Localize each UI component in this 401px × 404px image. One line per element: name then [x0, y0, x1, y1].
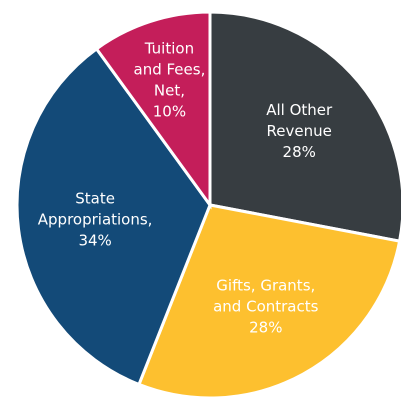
value-label: 28%	[283, 143, 316, 161]
value-label: 34%	[78, 231, 111, 249]
category-label: and Fees,	[134, 60, 206, 78]
category-label: and Contracts	[213, 297, 319, 315]
category-label: Revenue	[267, 122, 332, 140]
slice-label: All Other Revenue 28%	[266, 101, 333, 161]
pie-slice	[94, 10, 212, 210]
pie-slice	[137, 203, 401, 400]
slice-label: Gifts, Grants, and Contracts 28%	[213, 276, 319, 336]
category-label: Net,	[154, 81, 185, 99]
category-label: State	[75, 189, 115, 207]
value-label: 10%	[153, 102, 186, 120]
category-label: Gifts, Grants,	[216, 276, 315, 294]
category-label: All Other	[266, 101, 333, 119]
slice-label: State Appropriations, 34%	[38, 189, 153, 249]
value-label: 28%	[249, 318, 282, 336]
pie-slice	[15, 46, 212, 387]
slice-label: Tuition and Fees, Net, 10%	[134, 39, 206, 120]
pie-slice	[208, 10, 401, 243]
category-label: Tuition	[144, 39, 194, 57]
category-label: Appropriations,	[38, 210, 153, 228]
